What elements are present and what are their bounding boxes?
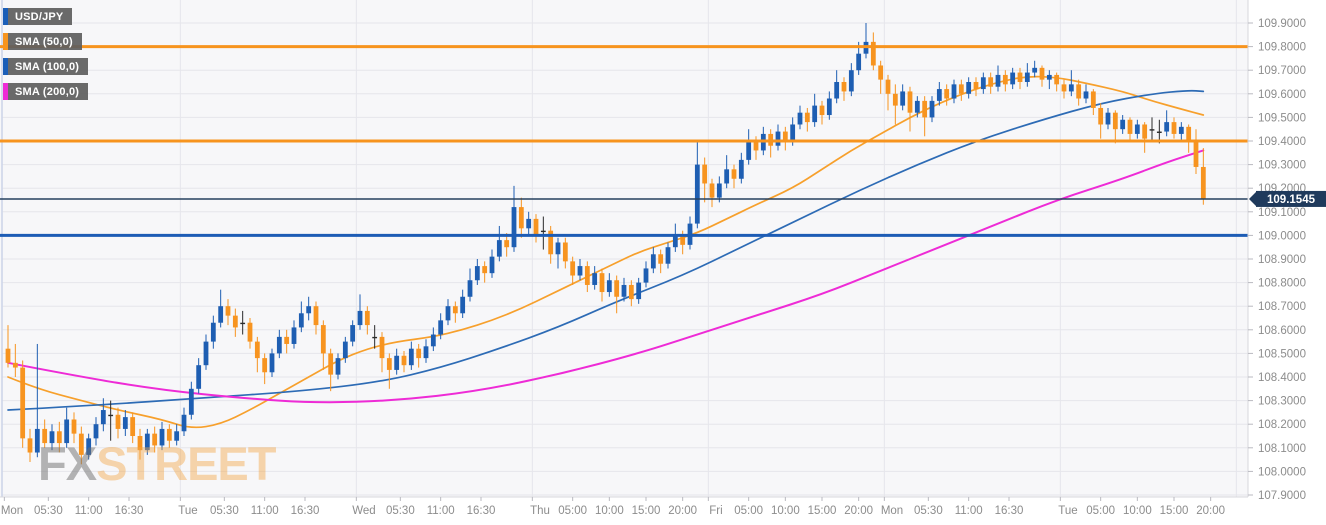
time-axis-time-label: 05:30 <box>34 505 63 517</box>
price-axis-label: 108.9000 <box>1258 254 1306 266</box>
time-axis-time-label: 20:00 <box>668 505 697 517</box>
price-axis-label: 109.6000 <box>1258 89 1306 101</box>
time-axis-time-label: 15:00 <box>808 505 837 517</box>
price-axis-label: 109.4000 <box>1258 136 1306 148</box>
legend-item-label: SMA (100,0) <box>15 60 80 73</box>
sma-line-100 <box>7 89 1205 411</box>
time-axis-time-label: 05:30 <box>210 505 239 517</box>
legend-item-sma100[interactable]: SMA (100,0) <box>3 58 89 75</box>
price-axis-label: 109.5000 <box>1258 112 1306 124</box>
price-axis-label: 108.2000 <box>1258 419 1306 431</box>
time-axis-time-label: 05:30 <box>386 505 415 517</box>
time-axis-time-label: 11:00 <box>955 505 983 517</box>
price-axis-label: 107.9000 <box>1258 490 1306 502</box>
current-price-badge: 109.1545 <box>1249 190 1326 207</box>
price-axis-label: 109.1000 <box>1258 207 1306 219</box>
time-axis-time-label: 10:00 <box>771 505 800 517</box>
sma-line-200 <box>7 149 1205 404</box>
time-axis: Mon 05:30 11:00 16:30 Tue 05:30 11:00 16:30 Wed 0… <box>1 497 1225 517</box>
time-axis-day-label: Tue <box>1058 505 1077 517</box>
time-axis-time-label: 05:00 <box>1086 505 1115 517</box>
time-axis-time-label: 10:00 <box>595 505 624 517</box>
price-axis-label: 108.0000 <box>1258 466 1306 478</box>
time-axis-time-label: 11:00 <box>251 505 279 517</box>
time-axis-day-label: Mon <box>881 505 903 517</box>
legend-item-label: SMA (200,0) <box>15 85 80 98</box>
time-axis-day-label: Thu <box>530 505 550 517</box>
time-axis-day-label: Wed <box>352 505 375 517</box>
time-axis-time-label: 15:00 <box>632 505 661 517</box>
legend-item-symbol[interactable]: USD/JPY <box>3 8 73 25</box>
hlines-layer <box>0 45 1248 237</box>
time-axis-time-label: 20:00 <box>1196 505 1225 517</box>
current-price-value: 109.1545 <box>1267 194 1316 206</box>
time-axis-day-label: Mon <box>1 505 23 517</box>
price-axis-label: 108.6000 <box>1258 325 1306 337</box>
price-axis-label: 108.8000 <box>1258 278 1306 290</box>
price-axis-label: 109.9000 <box>1258 18 1306 30</box>
price-axis-label: 108.4000 <box>1258 372 1306 384</box>
legend-item-label: USD/JPY <box>15 10 64 23</box>
price-axis: 109.9000 109.8000 109.7000 109.6000 109.5000… <box>1248 18 1306 502</box>
time-axis-time-label: 16:30 <box>995 505 1024 517</box>
price-axis-label: 109.7000 <box>1258 65 1306 77</box>
time-axis-time-label: 16:30 <box>467 505 496 517</box>
time-axis-time-label: 16:30 <box>115 505 144 517</box>
price-axis-label: 108.1000 <box>1258 443 1306 455</box>
price-axis-label: 109.0000 <box>1258 230 1306 242</box>
price-axis-label: 109.3000 <box>1258 160 1306 172</box>
time-axis-day-label: Tue <box>178 505 197 517</box>
time-axis-time-label: 11:00 <box>75 505 103 517</box>
time-axis-time-label: 05:00 <box>734 505 763 517</box>
time-axis-time-label: 15:00 <box>1160 505 1189 517</box>
time-axis-time-label: 16:30 <box>291 505 320 517</box>
legend-item-sma200[interactable]: SMA (200,0) <box>3 83 89 100</box>
legend-item-label: SMA (50,0) <box>15 35 73 48</box>
time-axis-day-label: Fri <box>709 505 722 517</box>
plot-background <box>0 0 1248 497</box>
chart-legend: USD/JPY SMA (50,0) SMA (100,0) SMA (200,… <box>3 8 89 108</box>
time-axis-time-label: 05:00 <box>558 505 587 517</box>
time-axis-time-label: 11:00 <box>427 505 455 517</box>
price-axis-label: 108.3000 <box>1258 396 1306 408</box>
time-axis-time-label: 10:00 <box>1123 505 1152 517</box>
legend-item-sma50[interactable]: SMA (50,0) <box>3 33 82 50</box>
price-axis-label: 109.8000 <box>1258 42 1306 54</box>
price-axis-label: 108.5000 <box>1258 348 1306 360</box>
time-axis-time-label: 20:00 <box>844 505 873 517</box>
price-axis-label: 108.7000 <box>1258 301 1306 313</box>
time-axis-time-label: 05:30 <box>914 505 943 517</box>
